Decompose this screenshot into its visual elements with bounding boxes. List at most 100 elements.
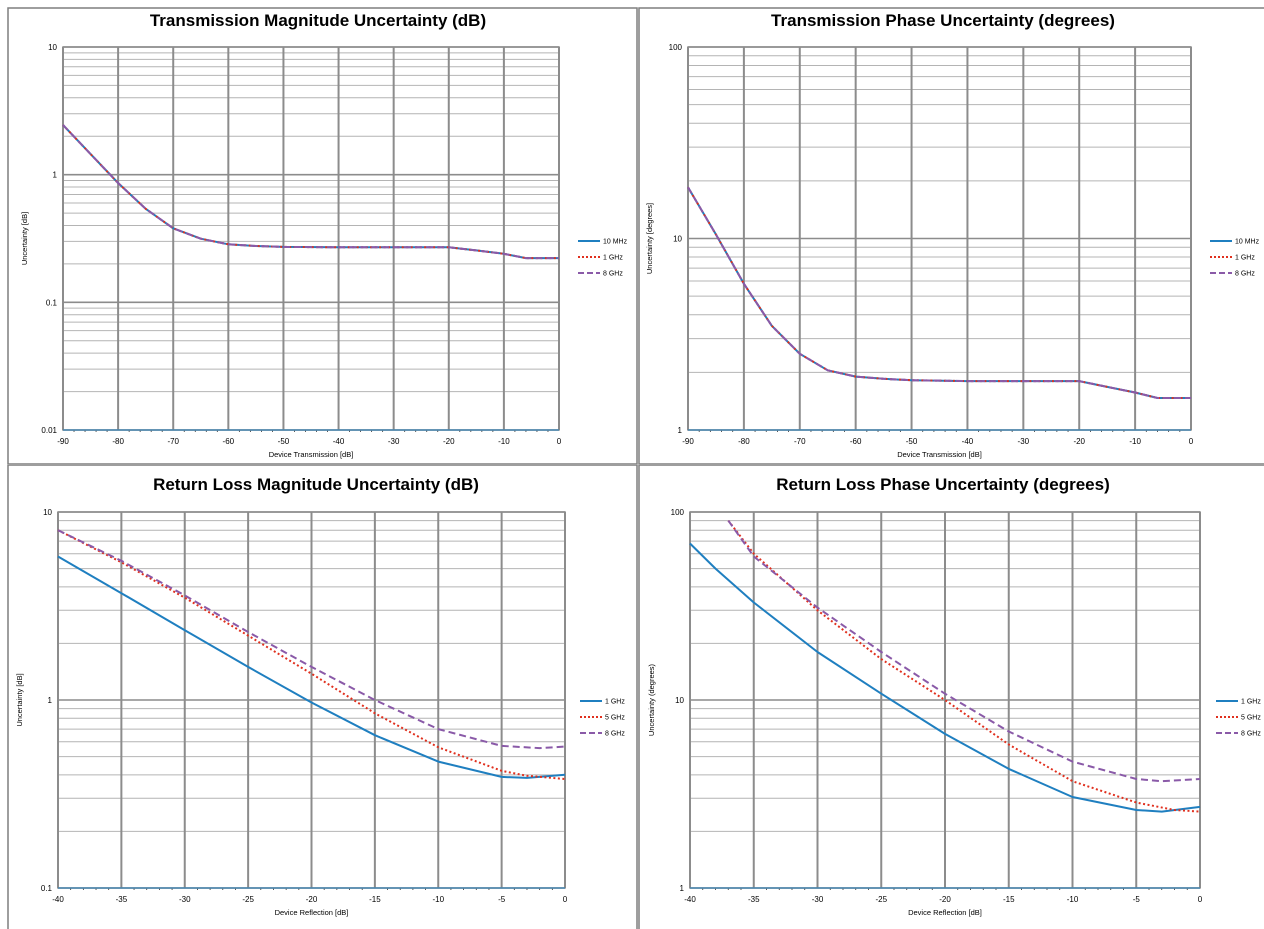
y-tick-label: 100 [671, 508, 685, 517]
x-tick-label: -70 [167, 437, 179, 446]
y-axis-label: Uncertainty [dB] [15, 673, 24, 726]
series-line-1-ghz [687, 186, 1191, 399]
x-tick-label: -25 [242, 895, 254, 904]
series-line-5-ghz [727, 519, 1201, 813]
chart-return-loss-magnitude: Return Loss Magnitude Uncertainty (dB) -4… [7, 465, 638, 929]
x-tick-label: -20 [443, 437, 455, 446]
x-tick-label: -5 [498, 895, 506, 904]
series-line-5-ghz [57, 529, 566, 780]
x-axis-label: Device Transmission [dB] [269, 450, 354, 459]
x-tick-label: -35 [748, 895, 760, 904]
legend-label-8-ghz: 8 GHz [605, 731, 625, 738]
x-tick-label: 0 [563, 895, 568, 904]
y-tick-label: 1 [680, 884, 685, 893]
series-line-10-mhz [62, 124, 559, 260]
legend-label-8-ghz: 8 GHz [1241, 731, 1261, 738]
series-line-1-ghz [689, 542, 1201, 813]
x-tick-label: -10 [1067, 895, 1079, 904]
x-tick-label: -80 [738, 437, 750, 446]
legend-label-10-mhz: 10 MHz [1235, 239, 1260, 246]
x-tick-label: 0 [557, 437, 562, 446]
series-line-8-ghz [62, 124, 559, 260]
x-tick-label: -10 [1129, 437, 1141, 446]
series-line-10-mhz [687, 186, 1191, 399]
x-tick-label: -50 [906, 437, 918, 446]
legend-label-1-ghz: 1 GHz [605, 699, 625, 706]
legend-label-5-ghz: 5 GHz [605, 715, 625, 722]
x-tick-label: -5 [1133, 895, 1141, 904]
x-tick-label: -70 [794, 437, 806, 446]
x-tick-label: -10 [498, 437, 510, 446]
y-tick-label: 1 [678, 426, 683, 435]
plot-area-border [62, 46, 560, 431]
series-line-8-ghz [57, 529, 566, 750]
x-axis-label: Device Transmission [dB] [897, 450, 982, 459]
x-tick-label: -80 [112, 437, 124, 446]
legend-label-8-ghz: 8 GHz [603, 271, 623, 278]
x-tick-label: -60 [850, 437, 862, 446]
x-tick-label: -15 [1003, 895, 1015, 904]
panel-border [7, 465, 638, 929]
panel-border [7, 7, 638, 465]
y-tick-label: 10 [43, 508, 52, 517]
x-tick-label: -50 [278, 437, 290, 446]
chart-return-loss-phase: Return Loss Phase Uncertainty (degrees) -… [638, 465, 1264, 929]
x-tick-label: -20 [1073, 437, 1085, 446]
x-tick-label: -35 [116, 895, 128, 904]
legend-label-5-ghz: 5 GHz [1241, 715, 1261, 722]
legend-label-1-ghz: 1 GHz [1241, 699, 1261, 706]
x-tick-label: -30 [1018, 437, 1030, 446]
y-tick-label: 10 [675, 696, 684, 705]
y-tick-label: 1 [48, 696, 53, 705]
legend-label-1-ghz: 1 GHz [1235, 255, 1255, 262]
y-axis-label: Uncertainty [dB] [20, 212, 29, 265]
x-tick-label: 0 [1189, 437, 1194, 446]
chart-title: Transmission Magnitude Uncertainty (dB) [150, 11, 486, 30]
x-tick-label: -15 [369, 895, 381, 904]
legend: 10 MHz 1 GHz 8 GHz [578, 239, 628, 278]
y-tick-label: 0.1 [41, 884, 53, 893]
x-tick-label: -25 [875, 895, 887, 904]
x-tick-label: -90 [57, 437, 69, 446]
x-tick-label: -40 [962, 437, 974, 446]
y-tick-label: 100 [669, 43, 683, 52]
y-tick-label: 1 [53, 171, 58, 180]
x-tick-label: 0 [1198, 895, 1203, 904]
chart-transmission-magnitude: Transmission Magnitude Uncertainty (dB) -… [7, 7, 638, 465]
legend-label-1-ghz: 1 GHz [603, 255, 623, 262]
chart-title: Transmission Phase Uncertainty (degrees) [771, 11, 1115, 30]
legend: 10 MHz 1 GHz 8 GHz [1210, 239, 1260, 278]
y-tick-label: 0.01 [41, 426, 57, 435]
x-tick-label: -30 [812, 895, 824, 904]
x-tick-label: -40 [333, 437, 345, 446]
x-axis-label: Device Reflection [dB] [908, 908, 982, 917]
y-axis-label: Uncertainty (degrees) [647, 663, 656, 736]
chart-title: Return Loss Phase Uncertainty (degrees) [776, 475, 1109, 494]
x-tick-label: -90 [682, 437, 694, 446]
x-tick-label: -40 [684, 895, 696, 904]
y-tick-label: 0.1 [46, 298, 58, 307]
y-tick-label: 10 [48, 43, 57, 52]
series-line-1-ghz [62, 124, 559, 260]
x-tick-label: -20 [939, 895, 951, 904]
legend: 1 GHz 5 GHz 8 GHz [1216, 699, 1261, 738]
chart-title: Return Loss Magnitude Uncertainty (dB) [153, 475, 479, 494]
legend-label-10-mhz: 10 MHz [603, 239, 628, 246]
legend: 1 GHz 5 GHz 8 GHz [580, 699, 625, 738]
x-tick-label: -40 [52, 895, 64, 904]
panel-border [638, 465, 1264, 929]
panel-border [638, 7, 1264, 465]
x-tick-label: -30 [179, 895, 191, 904]
y-axis-label: Uncertainty [degrees] [645, 203, 654, 274]
x-axis-label: Device Reflection [dB] [275, 908, 349, 917]
x-tick-label: -10 [432, 895, 444, 904]
x-tick-label: -20 [306, 895, 318, 904]
x-tick-label: -60 [223, 437, 235, 446]
y-tick-label: 10 [673, 235, 682, 244]
chart-transmission-phase: Transmission Phase Uncertainty (degrees)… [638, 7, 1264, 465]
series-line-8-ghz [687, 186, 1191, 399]
legend-label-8-ghz: 8 GHz [1235, 271, 1255, 278]
series-line-1-ghz [57, 555, 566, 779]
x-tick-label: -30 [388, 437, 400, 446]
